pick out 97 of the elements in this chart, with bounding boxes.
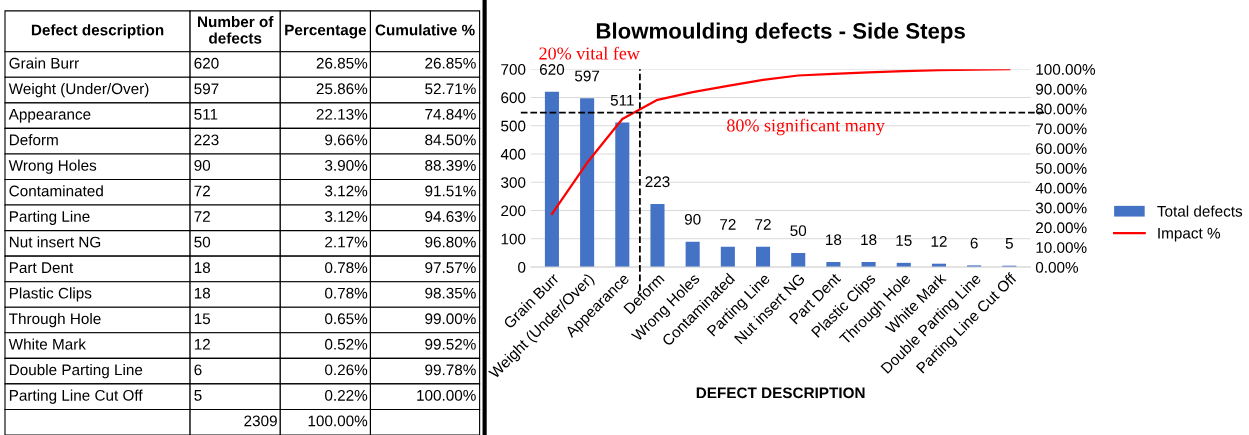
data-label: 26.85% xyxy=(316,57,368,69)
ref-line-label: 80% significant many xyxy=(727,118,885,136)
data-label: 597 xyxy=(194,83,219,95)
x-axis-title: DEFECT DESCRIPTION xyxy=(696,387,865,399)
y2-tick-label: 60.00% xyxy=(1036,143,1087,155)
y-tick-label: 600 xyxy=(501,92,526,104)
legend-label: Total defects xyxy=(1157,205,1243,217)
y-tick-label: 500 xyxy=(501,120,526,132)
data-label: 18 xyxy=(861,234,877,246)
data-label: 18 xyxy=(194,287,211,299)
data-label: 90 xyxy=(194,160,211,171)
data-label: 9.66% xyxy=(325,134,368,146)
data-label: 99.78% xyxy=(425,364,476,376)
data-label: 90 xyxy=(684,213,701,225)
data-label: 72 xyxy=(755,219,771,230)
y-tick-label: 100 xyxy=(501,233,526,245)
category-label: Nut insert NG xyxy=(9,236,101,248)
data-label: 94.63% xyxy=(425,211,476,222)
data-label: 97.57% xyxy=(425,262,476,274)
y2-tick-label: 50.00% xyxy=(1035,163,1087,174)
data-label: 18 xyxy=(826,234,842,246)
ref-line-label: 20% vital few xyxy=(539,46,640,60)
data-label: 26.85% xyxy=(425,57,476,69)
text: Defect description xyxy=(31,24,164,39)
data-label: 0.78% xyxy=(325,262,368,274)
data-label: 25.86% xyxy=(316,83,368,95)
data-label: 22.13% xyxy=(316,108,368,120)
data-label: 511 xyxy=(610,95,634,106)
data-label: 6 xyxy=(970,237,978,249)
data-label: 84.50% xyxy=(425,134,476,146)
y-tick-label: 400 xyxy=(500,148,526,160)
data-label: 0.26% xyxy=(325,364,368,376)
data-label: 52.71% xyxy=(425,83,476,95)
data-label: 91.51% xyxy=(425,185,476,197)
data-label: 223 xyxy=(194,134,219,146)
series-label: Percentage xyxy=(285,24,367,39)
data-label: 72 xyxy=(720,219,736,230)
data-label: 5 xyxy=(194,390,202,401)
series-label: Number of defects xyxy=(198,15,274,44)
data-label: 597 xyxy=(574,70,600,82)
text: 100.00% xyxy=(417,389,476,401)
data-label: 15 xyxy=(194,313,211,325)
data-label: 0.52% xyxy=(325,338,368,350)
data-label: 72 xyxy=(194,185,210,197)
data-label: 6 xyxy=(194,364,202,376)
legend-label: Impact % xyxy=(1158,227,1221,242)
y2-tick-label: 40.00% xyxy=(1035,182,1087,194)
y-tick-label: 700 xyxy=(501,64,526,75)
series-label: Cumulative % xyxy=(375,24,475,36)
data-label: 2.17% xyxy=(325,236,368,248)
category-label: Weight (Under/Over) xyxy=(8,82,149,98)
y2-tick-label: 30.00% xyxy=(1035,202,1087,214)
data-label: 0.22% xyxy=(325,389,368,401)
category-label: Contaminated xyxy=(9,185,103,197)
data-label: 72 xyxy=(194,211,210,222)
y2-tick-label: 90.00% xyxy=(1036,83,1087,95)
data-label: 12 xyxy=(931,235,947,247)
data-label: 223 xyxy=(645,176,670,188)
data-label: 88.39% xyxy=(425,160,476,171)
data-label: 5 xyxy=(1005,238,1013,249)
data-label: 3.12% xyxy=(325,211,368,222)
data-label: 100.00% xyxy=(308,415,368,427)
data-label: 12 xyxy=(194,338,210,350)
y2-tick-label: 70.00% xyxy=(1036,123,1087,135)
data-label: 3.90% xyxy=(325,160,368,171)
data-label: 620 xyxy=(539,64,565,75)
category-label: Appearance xyxy=(8,109,91,123)
data-label: 3.12% xyxy=(325,185,368,197)
y2-tick-label: 0.00% xyxy=(1035,261,1079,273)
text: 2309 xyxy=(244,415,277,427)
y2-tick-label: 20.00% xyxy=(1036,222,1087,234)
data-label: 0.78% xyxy=(325,287,368,299)
data-label: 620 xyxy=(194,57,219,69)
chart-title: Blowmoulding defects - Side Steps xyxy=(596,22,965,44)
data-label: 96.80% xyxy=(425,236,476,248)
data-label: 0.65% xyxy=(325,313,368,325)
data-label: 74.84% xyxy=(425,108,476,120)
category-label: Wrong Holes xyxy=(8,159,97,174)
y-tick-label: 300 xyxy=(501,177,526,188)
category-label: Grain Burr xyxy=(9,57,79,69)
y2-tick-label: 10.00% xyxy=(1036,242,1087,253)
y-tick-label: 200 xyxy=(501,205,526,217)
y-tick-label: 0 xyxy=(518,261,526,273)
data-label: 99.52% xyxy=(425,338,476,350)
y2-tick-label: 80.00% xyxy=(1035,103,1087,115)
category-label: Part Dent xyxy=(9,262,74,274)
category-label: Parting Line Cut Off xyxy=(9,389,143,404)
data-label: 50 xyxy=(790,225,807,237)
data-label: 98.35% xyxy=(425,287,476,299)
data-label: 18 xyxy=(194,262,211,274)
data-label: 511 xyxy=(194,109,218,120)
data-label: 50 xyxy=(194,236,211,248)
data-label: 15 xyxy=(896,235,912,246)
category-label: Deform xyxy=(9,134,58,146)
y2-tick-label: 100.00% xyxy=(1036,64,1096,75)
data-label: 99.00% xyxy=(425,313,476,325)
category-label: Parting Line xyxy=(9,210,90,225)
